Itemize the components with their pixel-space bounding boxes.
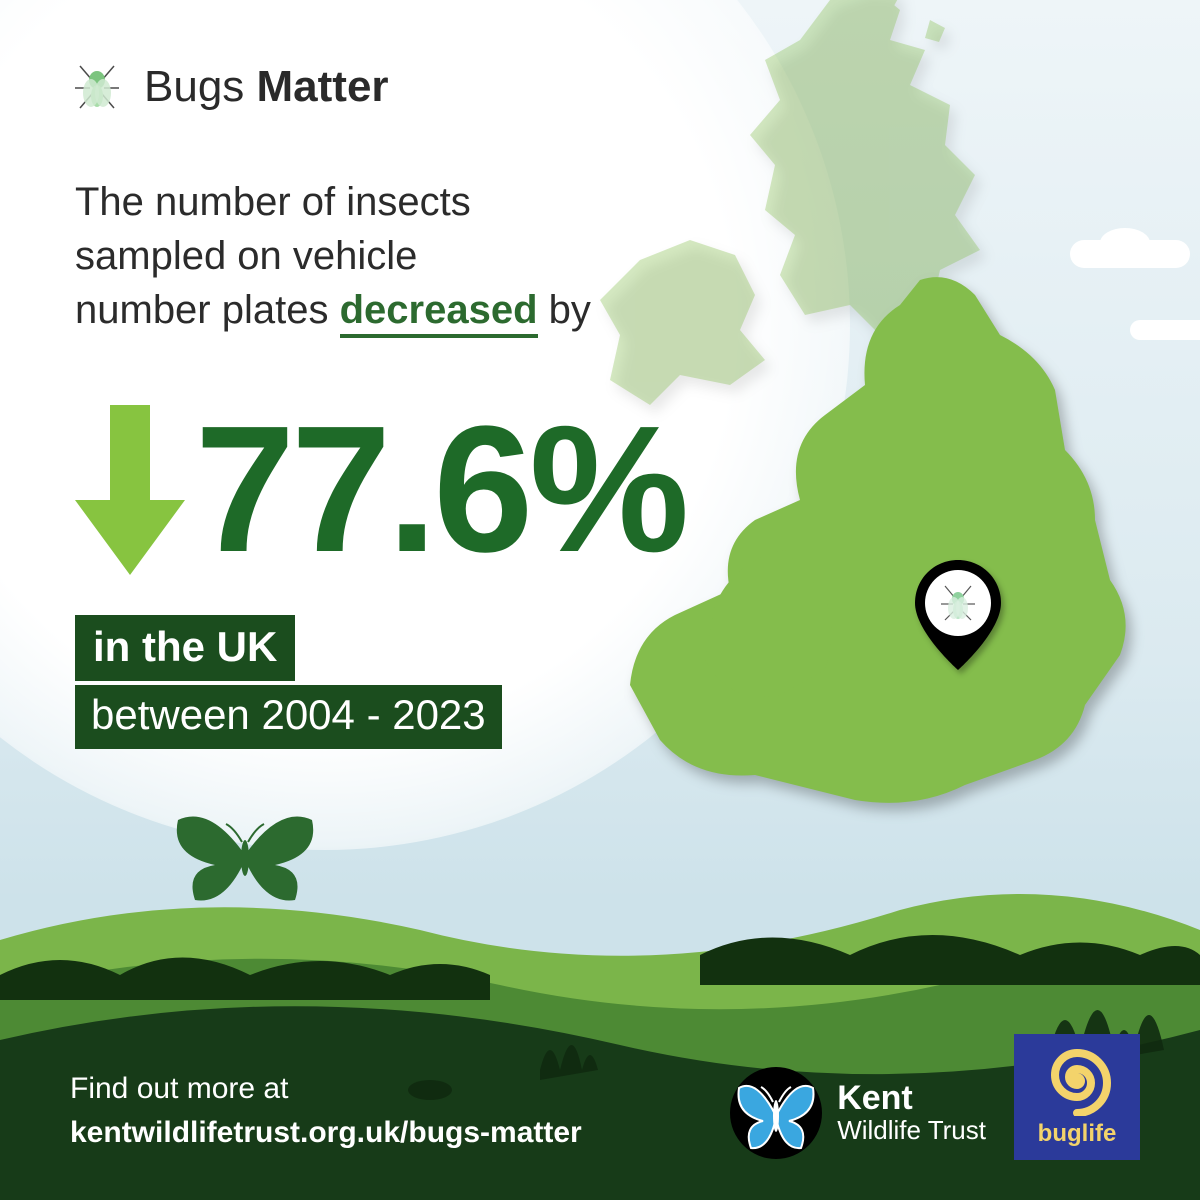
lead-line2: sampled on vehicle [75, 229, 635, 283]
footer-url: kentwildlifetrust.org.uk/bugs-matter [70, 1111, 582, 1155]
footer-text: Find out more at kentwildlifetrust.org.u… [70, 1067, 582, 1154]
decreased-word: decreased [340, 288, 538, 338]
logos: Kent Wildlife Trust buglife [729, 1034, 1140, 1160]
header: Bugs Matter [70, 60, 389, 114]
lead-l3-post: by [538, 288, 591, 332]
stat-block: 77.6% [75, 400, 685, 580]
kent-wildlife-trust-logo: Kent Wildlife Trust [729, 1066, 986, 1160]
spiral-icon [1042, 1046, 1112, 1116]
kent-line2: Wildlife Trust [837, 1115, 986, 1146]
fly-icon [70, 60, 124, 114]
header-word2: Matter [257, 62, 389, 111]
pill-dates: between 2004 - 2023 [75, 685, 502, 749]
footer-line1: Find out more at [70, 1067, 582, 1111]
header-word1: Bugs [144, 62, 244, 111]
lead-line1: The number of insects [75, 175, 635, 229]
pin-fly-icon [925, 570, 991, 636]
kent-butterfly-icon [729, 1066, 823, 1160]
stat-value: 77.6% [195, 400, 685, 580]
buglife-label: buglife [1038, 1120, 1117, 1148]
down-arrow-icon [75, 405, 185, 575]
pill-location: in the UK [75, 615, 295, 681]
header-title: Bugs Matter [144, 62, 389, 112]
kent-line1: Kent [837, 1081, 986, 1115]
lead-text: The number of insects sampled on vehicle… [75, 175, 635, 337]
lead-l3-pre: number plates [75, 288, 340, 332]
buglife-logo: buglife [1014, 1034, 1140, 1160]
map-pin [915, 560, 1001, 675]
lead-line3: number plates decreased by [75, 283, 635, 337]
